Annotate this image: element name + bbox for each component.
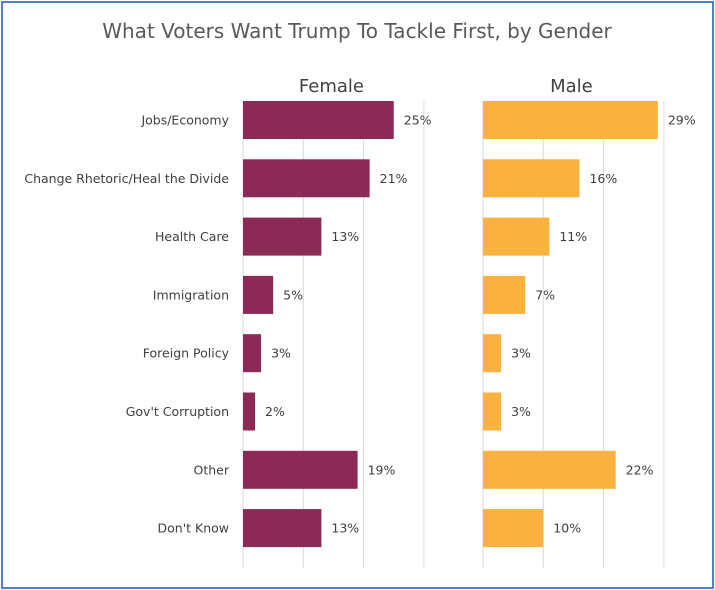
category-label: Immigration <box>153 287 229 302</box>
data-label-female: 25% <box>404 113 432 128</box>
bar-female <box>243 275 274 314</box>
bar-male <box>483 450 616 489</box>
data-label-male: 11% <box>559 229 587 244</box>
data-label-female: 2% <box>265 404 285 419</box>
chart-title: What Voters Want Trump To Tackle First, … <box>102 19 612 43</box>
data-label-female: 5% <box>283 287 303 302</box>
bar-female <box>243 450 358 489</box>
category-label: Change Rhetoric/Heal the Divide <box>24 171 229 186</box>
category-label: Jobs/Economy <box>140 113 229 128</box>
data-label-male: 3% <box>511 346 531 361</box>
bar-female <box>243 217 322 256</box>
bar-male <box>483 334 502 373</box>
category-label: Other <box>194 462 230 477</box>
bar-female <box>243 101 394 139</box>
category-labels: Jobs/Economy Change Rhetoric/Heal the Div… <box>24 113 230 536</box>
bar-male <box>483 275 526 314</box>
data-label-female: 13% <box>331 521 359 536</box>
category-label: Foreign Policy <box>143 346 230 361</box>
panel-title-female: Female <box>299 76 364 97</box>
data-label-male: 10% <box>553 521 581 536</box>
data-label-female: 19% <box>368 462 396 477</box>
panel-title-male: Male <box>550 76 593 97</box>
bar-male <box>483 159 580 198</box>
category-label: Health Care <box>155 229 229 244</box>
bars: 25% 21% 13% 5% 3% 2% 19% 13% 29% 16% 11% 7% 3% 3% 22% 1… <box>243 101 696 548</box>
data-label-male: 7% <box>535 287 555 302</box>
category-label: Gov't Corruption <box>126 404 229 419</box>
bar-female <box>243 159 370 198</box>
data-label-female: 21% <box>380 171 408 186</box>
bar-male <box>483 217 550 256</box>
bar-female <box>243 334 262 373</box>
data-label-male: 22% <box>626 462 654 477</box>
bar-female <box>243 509 322 548</box>
data-label-male: 29% <box>668 113 696 128</box>
data-label-female: 13% <box>331 229 359 244</box>
category-label: Don't Know <box>158 521 230 536</box>
bar-male <box>483 509 544 548</box>
bar-female <box>243 392 256 431</box>
bar-male <box>483 392 502 431</box>
data-label-male: 16% <box>589 171 617 186</box>
data-label-female: 3% <box>271 346 291 361</box>
data-label-male: 3% <box>511 404 531 419</box>
bar-male <box>483 101 658 139</box>
panel-titles: Female Male <box>299 76 593 97</box>
